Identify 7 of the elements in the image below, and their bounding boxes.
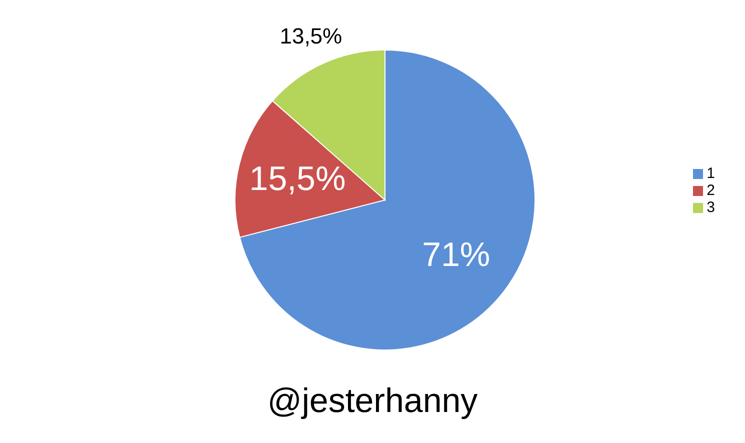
data-label: 15,5% [249,160,346,198]
data-label: 13,5% [280,23,342,48]
data-label: 71% [422,236,490,274]
text: @jesterhanny [266,382,479,421]
legend-label: 3 [706,198,715,216]
legend-label: 1 [706,164,715,182]
legend-label: 2 [706,182,715,198]
